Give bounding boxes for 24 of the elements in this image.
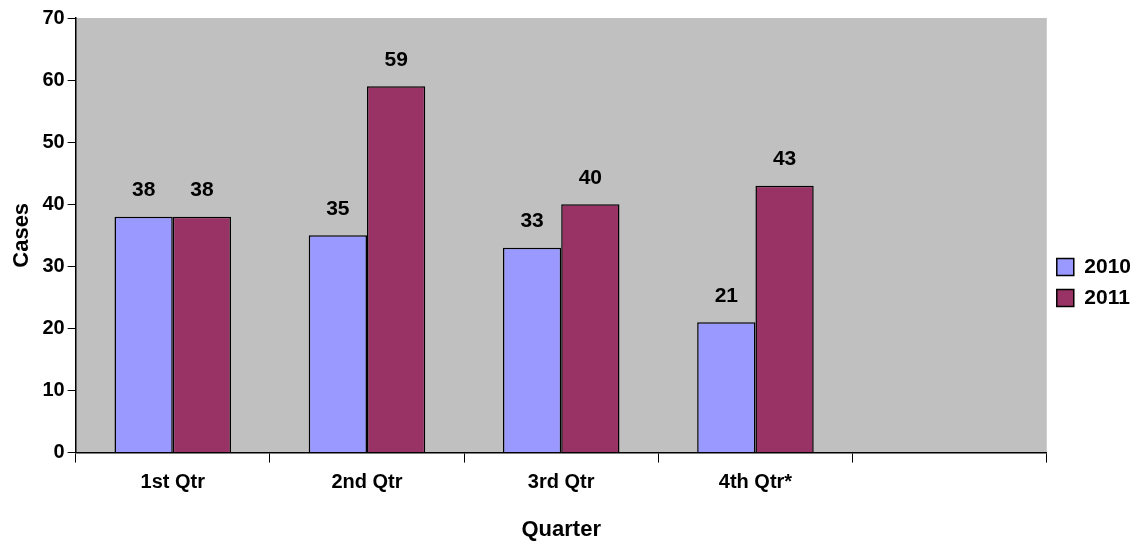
legend-label: 2011 (1084, 284, 1131, 308)
data-label: 40 (578, 164, 603, 188)
x-tick-label: 2nd Qtr (331, 470, 403, 493)
y-tick-label: 70 (42, 5, 65, 28)
data-label: 43 (772, 145, 797, 169)
data-label: 33 (520, 208, 544, 232)
x-tick-label: 1st Qtr (140, 470, 206, 493)
y-tick-label: 40 (42, 191, 65, 214)
y-tick-label: 10 (42, 378, 65, 401)
legend-label: 2010 (1084, 253, 1131, 277)
x-tick-label: 3rd Qtr (527, 470, 595, 493)
y-tick-label: 30 (42, 253, 65, 276)
data-label: 35 (326, 195, 350, 219)
data-label: 38 (190, 176, 214, 200)
data-label: 38 (131, 176, 156, 200)
data-label: 21 (714, 282, 739, 306)
y-tick-label: 50 (42, 129, 65, 152)
data-label: 59 (384, 46, 408, 70)
y-tick-label: 20 (42, 315, 65, 338)
x-axis-title: Quarter (521, 515, 602, 541)
y-tick-label: 60 (42, 67, 65, 90)
y-tick-label: 0 (53, 440, 65, 463)
y-axis-title: Cases (8, 202, 34, 268)
x-tick-label: 4th Qtr* (718, 470, 793, 493)
